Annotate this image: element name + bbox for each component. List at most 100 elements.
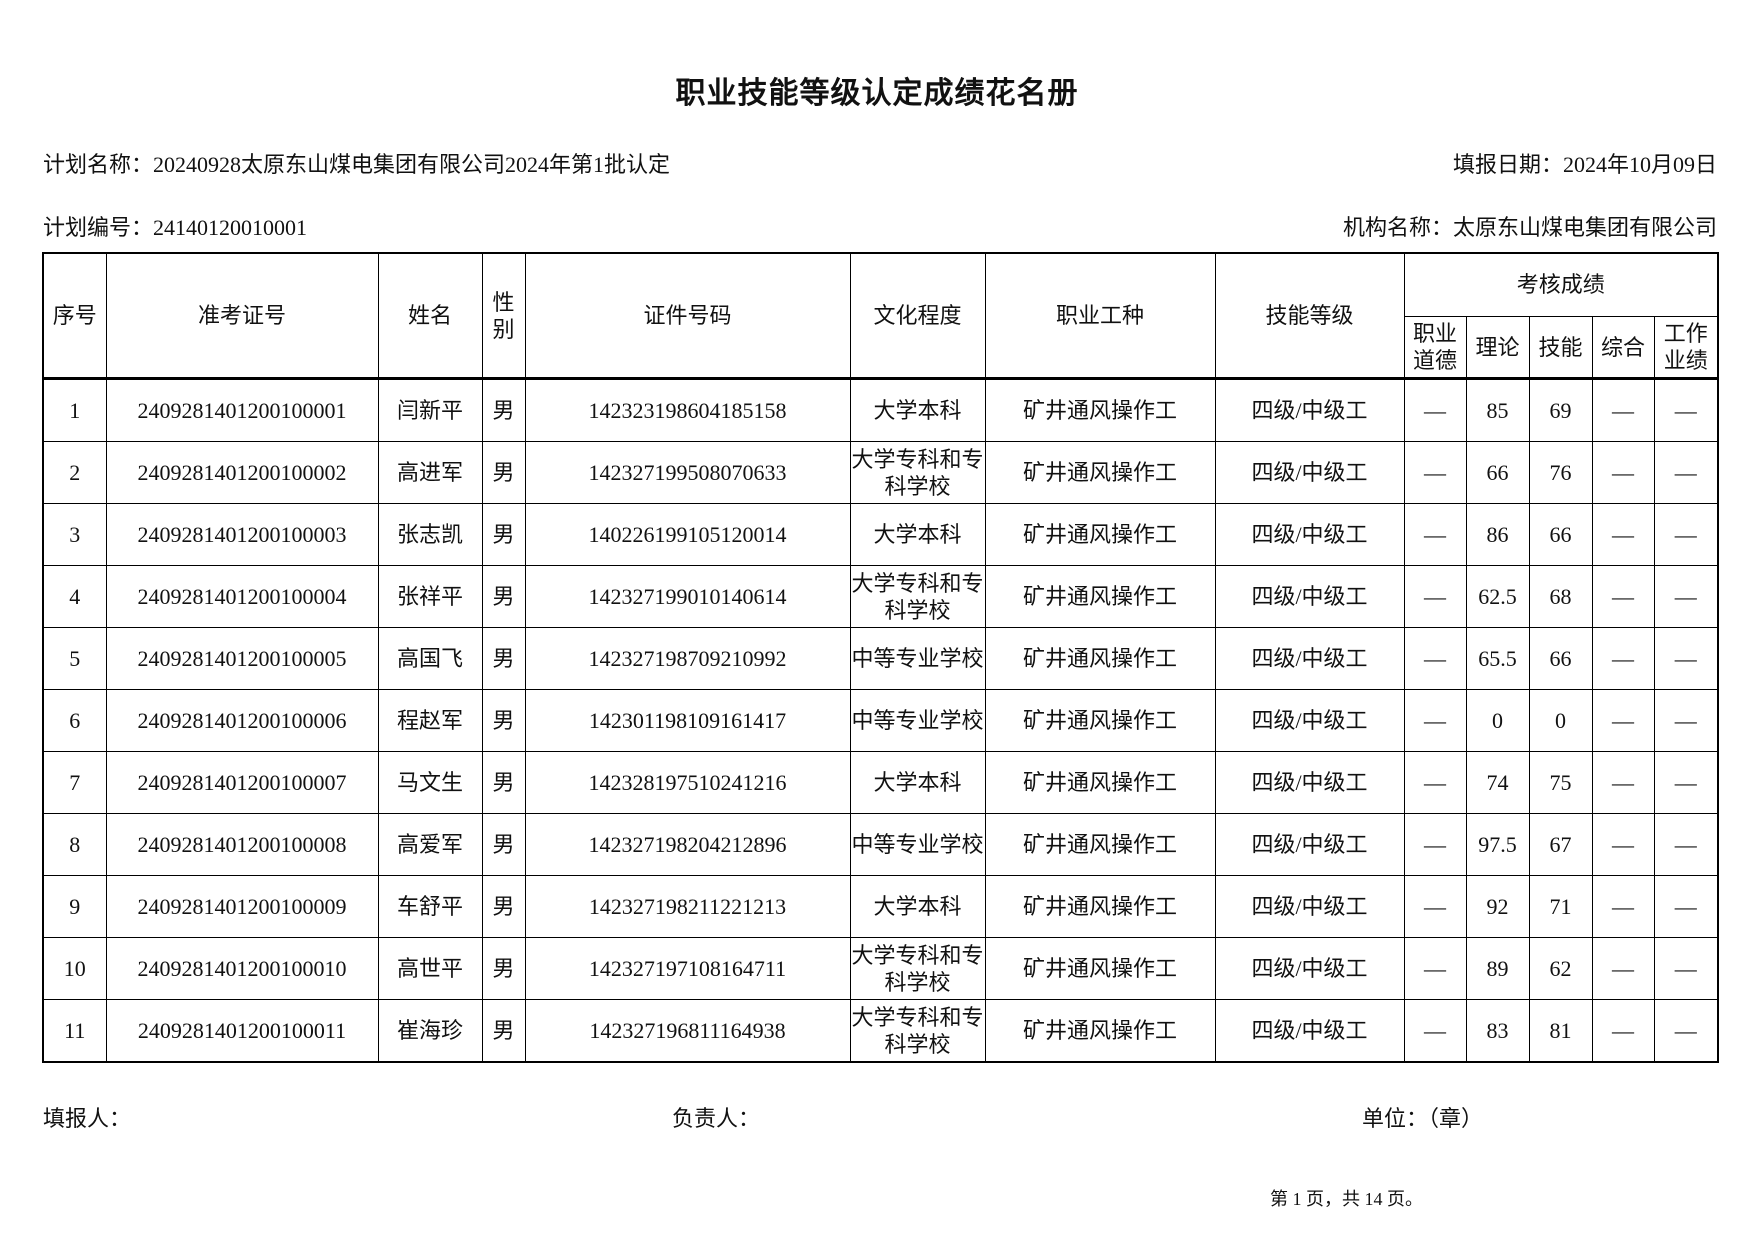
table-row: 7 2409281401200100007 马文生男 1423281975102412… bbox=[42, 751, 1719, 814]
cell-work: — bbox=[1653, 565, 1719, 628]
organization-value: 太原东山煤电集团有限公司 bbox=[1452, 215, 1717, 240]
cell-skill: 62 bbox=[1528, 937, 1593, 1000]
header-level: 技能等级 bbox=[1214, 252, 1405, 379]
cell-seq: 7 bbox=[42, 751, 107, 814]
cell-education: 大学专科和专科学校 bbox=[849, 441, 986, 504]
cell-exam-no: 2409281401200100009 bbox=[105, 875, 379, 938]
cell-occupation: 矿井通风操作工 bbox=[984, 813, 1216, 876]
table-row: 10 2409281401200100010 高世平男 142327197108164… bbox=[42, 937, 1719, 1000]
cell-occupation: 矿井通风操作工 bbox=[984, 565, 1216, 628]
table-row: 4 2409281401200100004 张祥平男 1423271990101406… bbox=[42, 565, 1719, 628]
table-row: 9 2409281401200100009 车舒平男 1423271982112212… bbox=[42, 875, 1719, 938]
cell-id-no: 142323198604185158 bbox=[524, 378, 851, 442]
cell-level: 四级/中级工 bbox=[1214, 565, 1405, 628]
cell-overall: — bbox=[1591, 689, 1655, 752]
cell-level: 四级/中级工 bbox=[1214, 627, 1405, 690]
cell-exam-no: 2409281401200100002 bbox=[105, 441, 379, 504]
cell-name: 车舒平 bbox=[377, 875, 483, 938]
cell-exam-no: 2409281401200100004 bbox=[105, 565, 379, 628]
cell-overall: — bbox=[1591, 999, 1655, 1063]
header-seq: 序号 bbox=[42, 252, 107, 379]
cell-level: 四级/中级工 bbox=[1214, 875, 1405, 938]
table-row: 1 2409281401200100001 闫新平男 1423231986041851… bbox=[42, 378, 1719, 442]
cell-education: 中等专业学校 bbox=[849, 689, 986, 752]
plan-name: 计划名称：20240928太原东山煤电集团有限公司2024年第1批认定 bbox=[43, 147, 670, 179]
cell-occupation: 矿井通风操作工 bbox=[984, 689, 1216, 752]
cell-skill: 81 bbox=[1528, 999, 1593, 1063]
header-scores: 考核成绩 bbox=[1403, 252, 1719, 317]
cell-gender: 男 bbox=[481, 813, 526, 876]
cell-work: — bbox=[1653, 503, 1719, 566]
cell-work: — bbox=[1653, 813, 1719, 876]
cell-id-no: 142327199010140614 bbox=[524, 565, 851, 628]
cell-work: — bbox=[1653, 937, 1719, 1000]
header-ethics: 职业道德 bbox=[1403, 316, 1467, 379]
cell-education: 大学专科和专科学校 bbox=[849, 565, 986, 628]
plan-number-label: 计划编号： bbox=[43, 215, 154, 240]
cell-skill: 69 bbox=[1528, 378, 1593, 442]
cell-exam-no: 2409281401200100011 bbox=[105, 999, 379, 1063]
header-occupation: 职业工种 bbox=[984, 252, 1216, 379]
cell-ethics: — bbox=[1403, 999, 1467, 1063]
cell-seq: 11 bbox=[42, 999, 107, 1063]
cell-level: 四级/中级工 bbox=[1214, 378, 1405, 442]
cell-education: 大学专科和专科学校 bbox=[849, 937, 986, 1000]
cell-name: 张祥平 bbox=[377, 565, 483, 628]
cell-ethics: — bbox=[1403, 627, 1467, 690]
cell-gender: 男 bbox=[481, 999, 526, 1063]
unit-stamp-label: 单位：（章） bbox=[1362, 1106, 1484, 1131]
cell-skill: 66 bbox=[1528, 627, 1593, 690]
plan-name-label: 计划名称： bbox=[43, 152, 154, 177]
cell-overall: — bbox=[1591, 813, 1655, 876]
cell-gender: 男 bbox=[481, 689, 526, 752]
cell-theory: 92 bbox=[1465, 875, 1530, 938]
cell-education: 大学本科 bbox=[849, 378, 986, 442]
cell-exam-no: 2409281401200100007 bbox=[105, 751, 379, 814]
cell-overall: — bbox=[1591, 937, 1655, 1000]
cell-gender: 男 bbox=[481, 751, 526, 814]
cell-skill: 71 bbox=[1528, 875, 1593, 938]
plan-number-value: 24140120010001 bbox=[153, 215, 308, 240]
cell-overall: — bbox=[1591, 441, 1655, 504]
plan-name-value: 20240928太原东山煤电集团有限公司2024年第1批认定 bbox=[153, 152, 671, 177]
cell-gender: 男 bbox=[481, 378, 526, 442]
score-roster-table: 序号 准考证号 姓名 性别 证件号码 文化程度 职业工种 技能等级 考核成绩 职… bbox=[42, 252, 1720, 1063]
report-date-value: 2024年10月09日 bbox=[1562, 152, 1717, 177]
cell-occupation: 矿井通风操作工 bbox=[984, 751, 1216, 814]
cell-gender: 男 bbox=[481, 875, 526, 938]
cell-gender: 男 bbox=[481, 565, 526, 628]
cell-education: 大学本科 bbox=[849, 875, 986, 938]
cell-id-no: 142328197510241216 bbox=[524, 751, 851, 814]
cell-theory: 66 bbox=[1465, 441, 1530, 504]
table-row: 11 2409281401200100011 崔海珍男 142327196811164… bbox=[42, 999, 1719, 1063]
cell-seq: 9 bbox=[42, 875, 107, 938]
report-date-label: 填报日期： bbox=[1452, 152, 1563, 177]
cell-ethics: — bbox=[1403, 565, 1467, 628]
cell-seq: 6 bbox=[42, 689, 107, 752]
cell-exam-no: 2409281401200100008 bbox=[105, 813, 379, 876]
cell-ethics: — bbox=[1403, 441, 1467, 504]
cell-name: 张志凯 bbox=[377, 503, 483, 566]
filler-label: 填报人： bbox=[43, 1106, 132, 1131]
cell-skill: 76 bbox=[1528, 441, 1593, 504]
cell-overall: — bbox=[1591, 378, 1655, 442]
report-date: 填报日期：2024年10月09日 bbox=[1453, 147, 1717, 179]
cell-theory: 86 bbox=[1465, 503, 1530, 566]
header-exam-no: 准考证号 bbox=[105, 252, 379, 379]
header-id-no: 证件号码 bbox=[524, 252, 851, 379]
cell-exam-no: 2409281401200100005 bbox=[105, 627, 379, 690]
table-row: 3 2409281401200100003 张志凯男 1402261991051200… bbox=[42, 503, 1719, 566]
cell-id-no: 142327196811164938 bbox=[524, 999, 851, 1063]
cell-name: 高进军 bbox=[377, 441, 483, 504]
cell-name: 高世平 bbox=[377, 937, 483, 1000]
cell-id-no: 142327197108164711 bbox=[524, 937, 851, 1000]
cell-seq: 10 bbox=[42, 937, 107, 1000]
cell-id-no: 140226199105120014 bbox=[524, 503, 851, 566]
cell-overall: — bbox=[1591, 503, 1655, 566]
page-indicator: 第 1 页，共 14 页。 bbox=[1270, 1189, 1423, 1209]
cell-education: 中等专业学校 bbox=[849, 813, 986, 876]
cell-theory: 74 bbox=[1465, 751, 1530, 814]
cell-seq: 1 bbox=[42, 378, 107, 442]
cell-seq: 5 bbox=[42, 627, 107, 690]
cell-skill: 75 bbox=[1528, 751, 1593, 814]
